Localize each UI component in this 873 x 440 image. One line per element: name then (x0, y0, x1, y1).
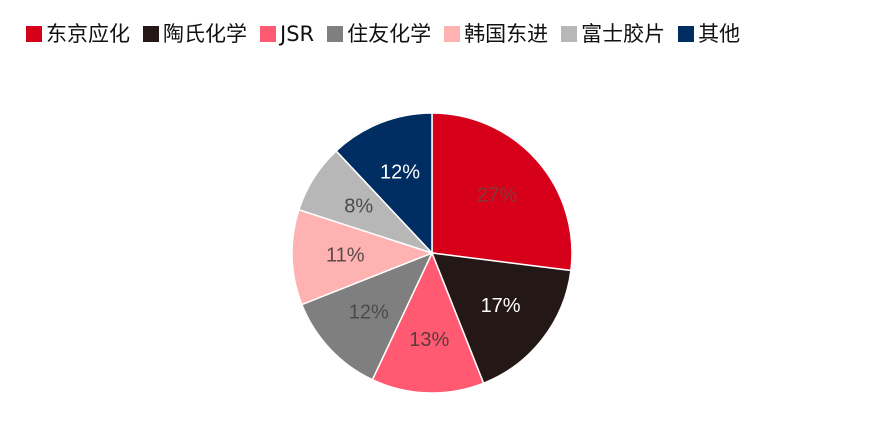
legend-swatch (444, 26, 461, 42)
legend-label: 韩国东进 (464, 22, 549, 46)
slice-label: 13% (409, 329, 449, 351)
legend-swatch (561, 26, 578, 42)
legend-swatch (678, 26, 695, 42)
slice-label: 11% (326, 245, 365, 267)
legend-label: JSR (280, 22, 315, 46)
legend-item: 富士胶片 (561, 22, 665, 46)
slice-label: 12% (349, 301, 389, 323)
pie-slice (300, 251, 434, 381)
legend-label: 东京应化 (46, 22, 130, 46)
legend-swatch (260, 26, 276, 42)
legend-swatch (327, 26, 344, 42)
slice-label: 12% (380, 161, 420, 183)
chart-legend: 东京应化 陶氏化学 JSR 住友化学 韩国东进 富士胶片 其他 (26, 22, 753, 46)
legend-item: 韩国东进 (444, 22, 548, 46)
legend-item: 住友化学 (327, 22, 431, 46)
legend-item: 陶氏化学 (143, 22, 247, 46)
legend-item: JSR (260, 22, 314, 46)
legend-label: 其他 (698, 22, 741, 46)
legend-label: 住友化学 (347, 22, 432, 46)
pie-slice (430, 252, 572, 385)
legend-item: 其他 (678, 22, 740, 46)
legend-label: 富士胶片 (581, 22, 666, 46)
slice-label: 8% (344, 195, 373, 217)
slice-label: 27% (477, 185, 517, 207)
pie-slice (371, 251, 485, 394)
legend-item: 东京应化 (26, 22, 130, 46)
legend-swatch (143, 26, 159, 42)
pie-slice (335, 112, 433, 255)
slice-label: 17% (481, 295, 521, 317)
pie-slice (431, 112, 573, 272)
legend-label: 陶氏化学 (163, 22, 247, 46)
pie-slice (291, 208, 435, 306)
legend-swatch (26, 26, 42, 42)
